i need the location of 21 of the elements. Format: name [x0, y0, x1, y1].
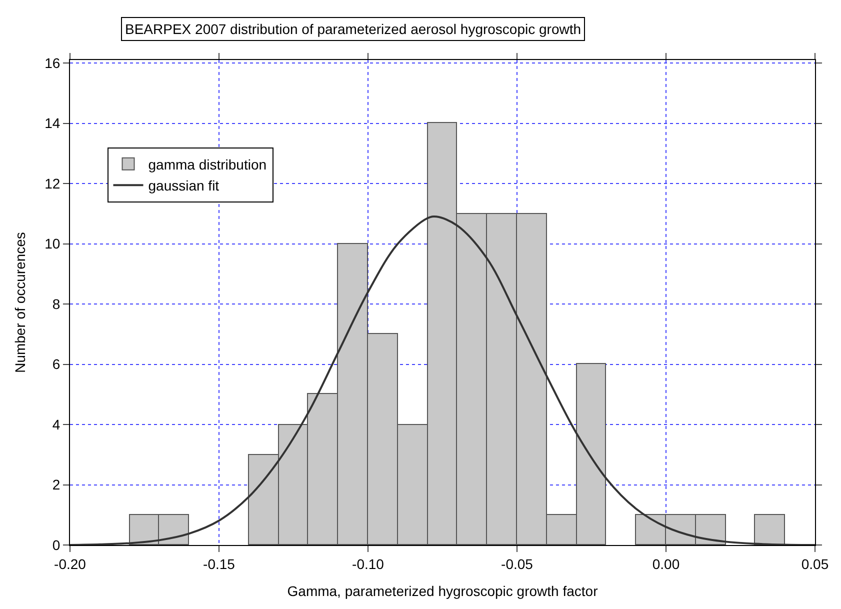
- x-tick-label: -0.05: [501, 556, 534, 572]
- y-tick-label: 2: [52, 476, 60, 493]
- x-tick-label: -0.20: [54, 556, 86, 572]
- x-tick-label: 0.00: [652, 556, 680, 572]
- y-axis-title: Number of occurences: [12, 232, 28, 373]
- legend-label: gaussian fit: [148, 178, 220, 194]
- x-tick-label: -0.15: [203, 556, 236, 572]
- legend-label: gamma distribution: [148, 156, 267, 172]
- x-tick-label: 0.05: [801, 556, 829, 572]
- y-tick-label: 12: [44, 175, 60, 192]
- y-tick-label: 4: [52, 416, 60, 432]
- y-tick-label: 10: [44, 236, 60, 252]
- y-tick-label: 6: [52, 356, 60, 372]
- y-tick-label: 0: [52, 536, 60, 553]
- y-tick-label: 16: [44, 54, 60, 71]
- x-axis-title: Gamma, parameterized hygroscopic growth factor: [287, 583, 598, 600]
- line-series: [70, 216, 815, 545]
- x-tick-label: -0.10: [352, 556, 384, 572]
- chart-title: BEARPEX 2007 distribution of parameterized aerosol hygroscopic growth: [125, 21, 582, 37]
- y-tick-label: 14: [44, 115, 60, 132]
- y-tick-label: 8: [52, 296, 60, 312]
